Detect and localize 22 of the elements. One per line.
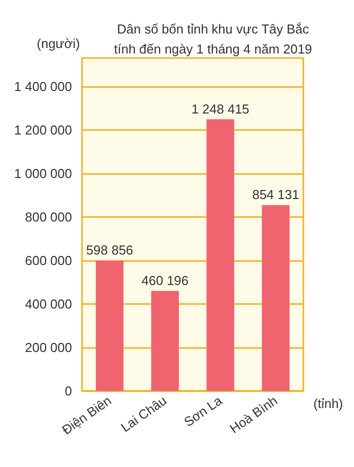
y-tick-label: 1 400 000 xyxy=(14,78,72,94)
y-tick-label: 400 000 xyxy=(25,296,72,312)
x-axis-title: (tỉnh) xyxy=(313,396,344,411)
x-tick-label: Sơn La xyxy=(181,392,226,430)
chart-title: Dân số bốn tỉnh khu vực Tây Bắc tính đến ngày 1 tháng 4 năm 2019 xyxy=(114,22,312,56)
x-tick-label: Hoà Bình xyxy=(227,392,280,436)
bar xyxy=(151,290,179,391)
bar xyxy=(96,260,124,391)
data-label: 460 196 xyxy=(142,272,189,288)
y-tick-label: 800 000 xyxy=(25,209,72,224)
y-tick-label: 1 200 000 xyxy=(14,122,72,138)
x-tick-label: Lai Châu xyxy=(118,392,170,436)
data-label: 598 856 xyxy=(86,242,134,258)
bar xyxy=(206,119,234,391)
y-tick-label: 0 xyxy=(64,384,72,398)
y-tick-label: 1 000 000 xyxy=(14,166,72,181)
y-axis-title: (người) xyxy=(36,36,80,51)
data-label: 854 131 xyxy=(252,187,300,202)
data-label: 1 248 415 xyxy=(191,101,250,116)
bar xyxy=(262,205,290,391)
y-tick-label: 200 000 xyxy=(25,340,72,355)
y-tick-label: 600 000 xyxy=(25,252,72,268)
